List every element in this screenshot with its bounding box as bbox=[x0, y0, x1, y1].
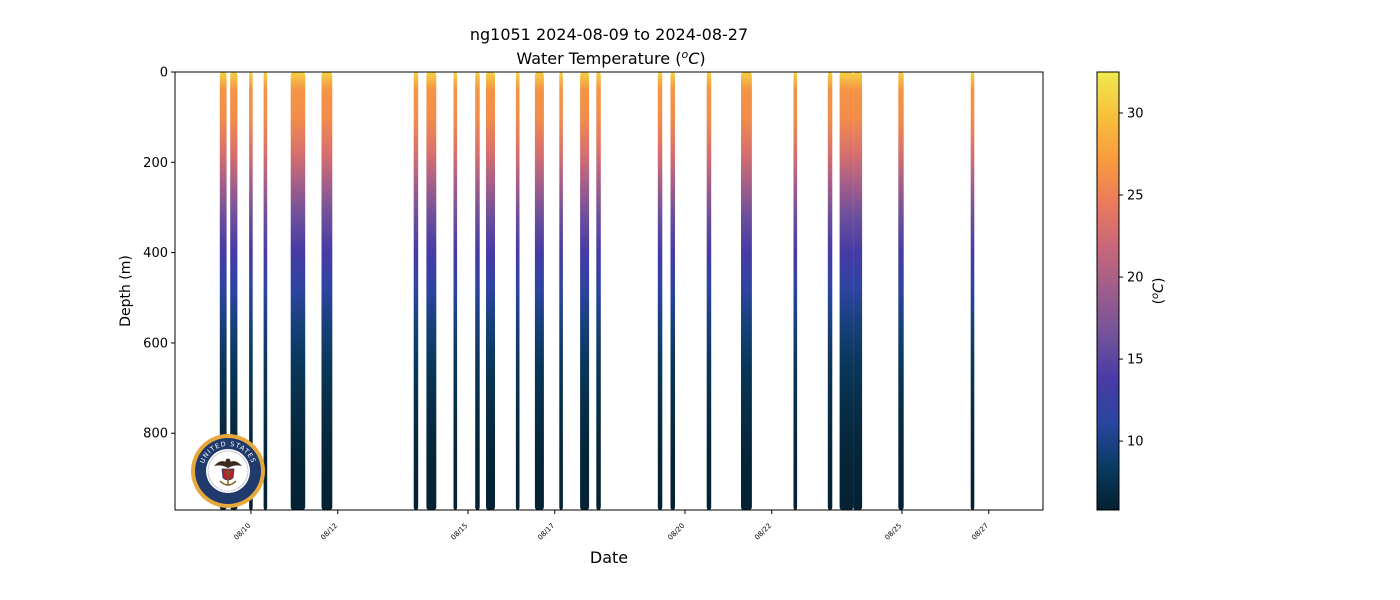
x-tick-label: 08/22 bbox=[753, 522, 773, 542]
colorbar-tick-label: 10 bbox=[1127, 435, 1144, 450]
data-bar-3 bbox=[249, 72, 253, 510]
data-bar-26 bbox=[970, 72, 975, 510]
x-tick-label: 08/17 bbox=[536, 522, 556, 542]
data-bar-1 bbox=[219, 72, 227, 510]
data-bar-11 bbox=[486, 72, 495, 510]
y-tick-label: 0 bbox=[160, 66, 168, 81]
data-bar-10 bbox=[475, 72, 480, 510]
x-tick-label: 08/27 bbox=[970, 522, 990, 542]
data-bar-20 bbox=[741, 72, 752, 510]
plot-frame bbox=[174, 71, 1044, 511]
data-bar-15 bbox=[580, 72, 590, 510]
colorbar-fill bbox=[1096, 71, 1120, 511]
chart-title: ng1051 2024-08-09 to 2024-08-27 bbox=[470, 25, 748, 44]
x-tick-label: 08/10 bbox=[232, 522, 252, 542]
data-bar-23 bbox=[839, 72, 854, 510]
y-tick-label: 600 bbox=[143, 336, 168, 351]
x-tick-label: 08/15 bbox=[449, 522, 469, 542]
plot-area bbox=[174, 71, 1044, 511]
colorbar-tick-label: 20 bbox=[1127, 271, 1144, 286]
y-tick-label: 400 bbox=[143, 246, 168, 261]
colorbar-ticks: 10 15 20 25 30 bbox=[1119, 107, 1144, 450]
data-bar-21 bbox=[793, 72, 798, 510]
data-bar-18 bbox=[670, 72, 675, 510]
colorbar-tick-label: 30 bbox=[1127, 107, 1144, 122]
chart-subtitle: Water Temperature (oC) bbox=[516, 48, 705, 68]
data-bar-6 bbox=[321, 72, 333, 510]
colorbar-tick-label: 15 bbox=[1127, 353, 1144, 368]
data-bar-8 bbox=[426, 72, 437, 510]
data-bar-16 bbox=[596, 72, 601, 510]
data-bar-19 bbox=[706, 72, 712, 510]
y-tick-label: 200 bbox=[143, 156, 168, 171]
data-bars bbox=[219, 72, 975, 510]
data-bar-25 bbox=[898, 72, 904, 510]
colorbar-tick-label: 25 bbox=[1127, 189, 1144, 204]
data-bar-2 bbox=[230, 72, 238, 510]
y-axis-label: Depth (m) bbox=[118, 255, 134, 327]
data-bar-17 bbox=[657, 72, 663, 510]
y-tick-label: 800 bbox=[143, 427, 168, 442]
data-bar-12 bbox=[515, 72, 520, 510]
data-bar-22 bbox=[827, 72, 833, 510]
data-bar-24 bbox=[853, 72, 863, 510]
y-axis: 0 200 400 600 800 bbox=[143, 66, 175, 442]
data-bar-13 bbox=[534, 72, 544, 510]
x-axis: 08/10 08/12 08/15 08/17 08/20 08/22 08/25 08/27 bbox=[232, 510, 990, 542]
svg-text:NAVY: NAVY bbox=[215, 483, 241, 494]
data-bar-14 bbox=[559, 72, 563, 510]
data-bar-9 bbox=[453, 72, 458, 510]
x-tick-label: 08/20 bbox=[666, 522, 686, 542]
data-bar-7 bbox=[413, 72, 419, 510]
x-axis-label: Date bbox=[590, 548, 628, 567]
colorbar-label: (oC) bbox=[1150, 278, 1167, 305]
colorbar: 10 15 20 25 30 (oC) bbox=[1096, 71, 1167, 511]
x-tick-label: 08/12 bbox=[319, 522, 339, 542]
data-bar-4 bbox=[263, 72, 268, 510]
x-tick-label: 08/25 bbox=[883, 522, 903, 542]
navy-seal-logo: UNITED STATES NAVY bbox=[191, 434, 265, 508]
data-bar-5 bbox=[290, 72, 306, 510]
